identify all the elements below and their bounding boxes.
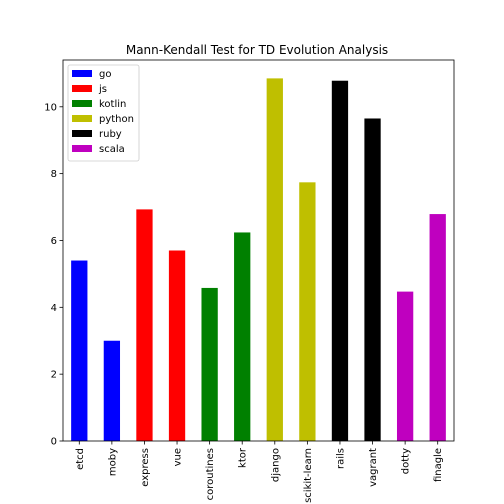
bar-finagle — [429, 214, 446, 441]
bar-django — [266, 78, 283, 441]
legend-swatch-python — [72, 115, 92, 122]
legend-label-scala: scala — [99, 144, 125, 155]
legend-swatch-js — [72, 85, 92, 92]
bar-dotty — [396, 291, 414, 441]
y-tick-label: 0 — [51, 437, 57, 448]
bar-rails — [331, 80, 349, 441]
bar-express — [136, 209, 153, 441]
y-tick-label: 6 — [51, 236, 57, 247]
legend-swatch-go — [72, 70, 92, 77]
bars-group — [71, 78, 446, 442]
legend-label-js: js — [98, 84, 107, 95]
y-tick-label: 4 — [51, 303, 57, 314]
bar-vue — [168, 250, 186, 441]
x-tick-label: rails — [335, 448, 346, 469]
plot-frame — [62, 59, 455, 442]
x-tick-label: django — [270, 448, 281, 482]
x-tick-label: express — [140, 448, 151, 487]
x-tick-label: moby — [107, 448, 118, 476]
x-tick-label: ktor — [238, 447, 249, 468]
y-tick-label: 2 — [51, 370, 57, 381]
bar-coroutines — [201, 287, 218, 441]
x-tick-label: etcd — [75, 448, 86, 470]
x-tick-label: scikit-learn — [303, 448, 314, 503]
y-tick-label: 10 — [44, 102, 57, 113]
legend-label-ruby: ruby — [99, 129, 122, 140]
x-axis: etcd moby express vue coroutines ktor django sc… — [75, 441, 444, 503]
chart-title: Mann-Kendall Test for TD Evolution Analy… — [126, 43, 388, 57]
legend-swatch-ruby — [72, 130, 92, 137]
bar-moby — [103, 340, 121, 441]
x-tick-label: dotty — [401, 448, 412, 474]
x-tick-label: finagle — [433, 448, 444, 482]
x-tick-label: vagrant — [368, 448, 379, 487]
legend-label-python: python — [99, 114, 134, 125]
bar-etcd — [71, 260, 88, 441]
bar-scikit-learn — [299, 182, 316, 442]
legend-label-go: go — [99, 69, 111, 80]
bar-vagrant — [364, 118, 381, 441]
y-tick-label: 8 — [51, 169, 57, 180]
x-tick-label: coroutines — [205, 448, 216, 500]
legend-label-kotlin: kotlin — [99, 99, 126, 110]
legend: go js kotlin python ruby scala — [67, 64, 140, 162]
y-axis: 0 2 4 6 8 10 — [44, 102, 63, 448]
bar-ktor — [234, 232, 251, 441]
legend-swatch-kotlin — [72, 100, 92, 107]
legend-swatch-scala — [72, 145, 92, 152]
x-tick-label: vue — [173, 448, 184, 466]
